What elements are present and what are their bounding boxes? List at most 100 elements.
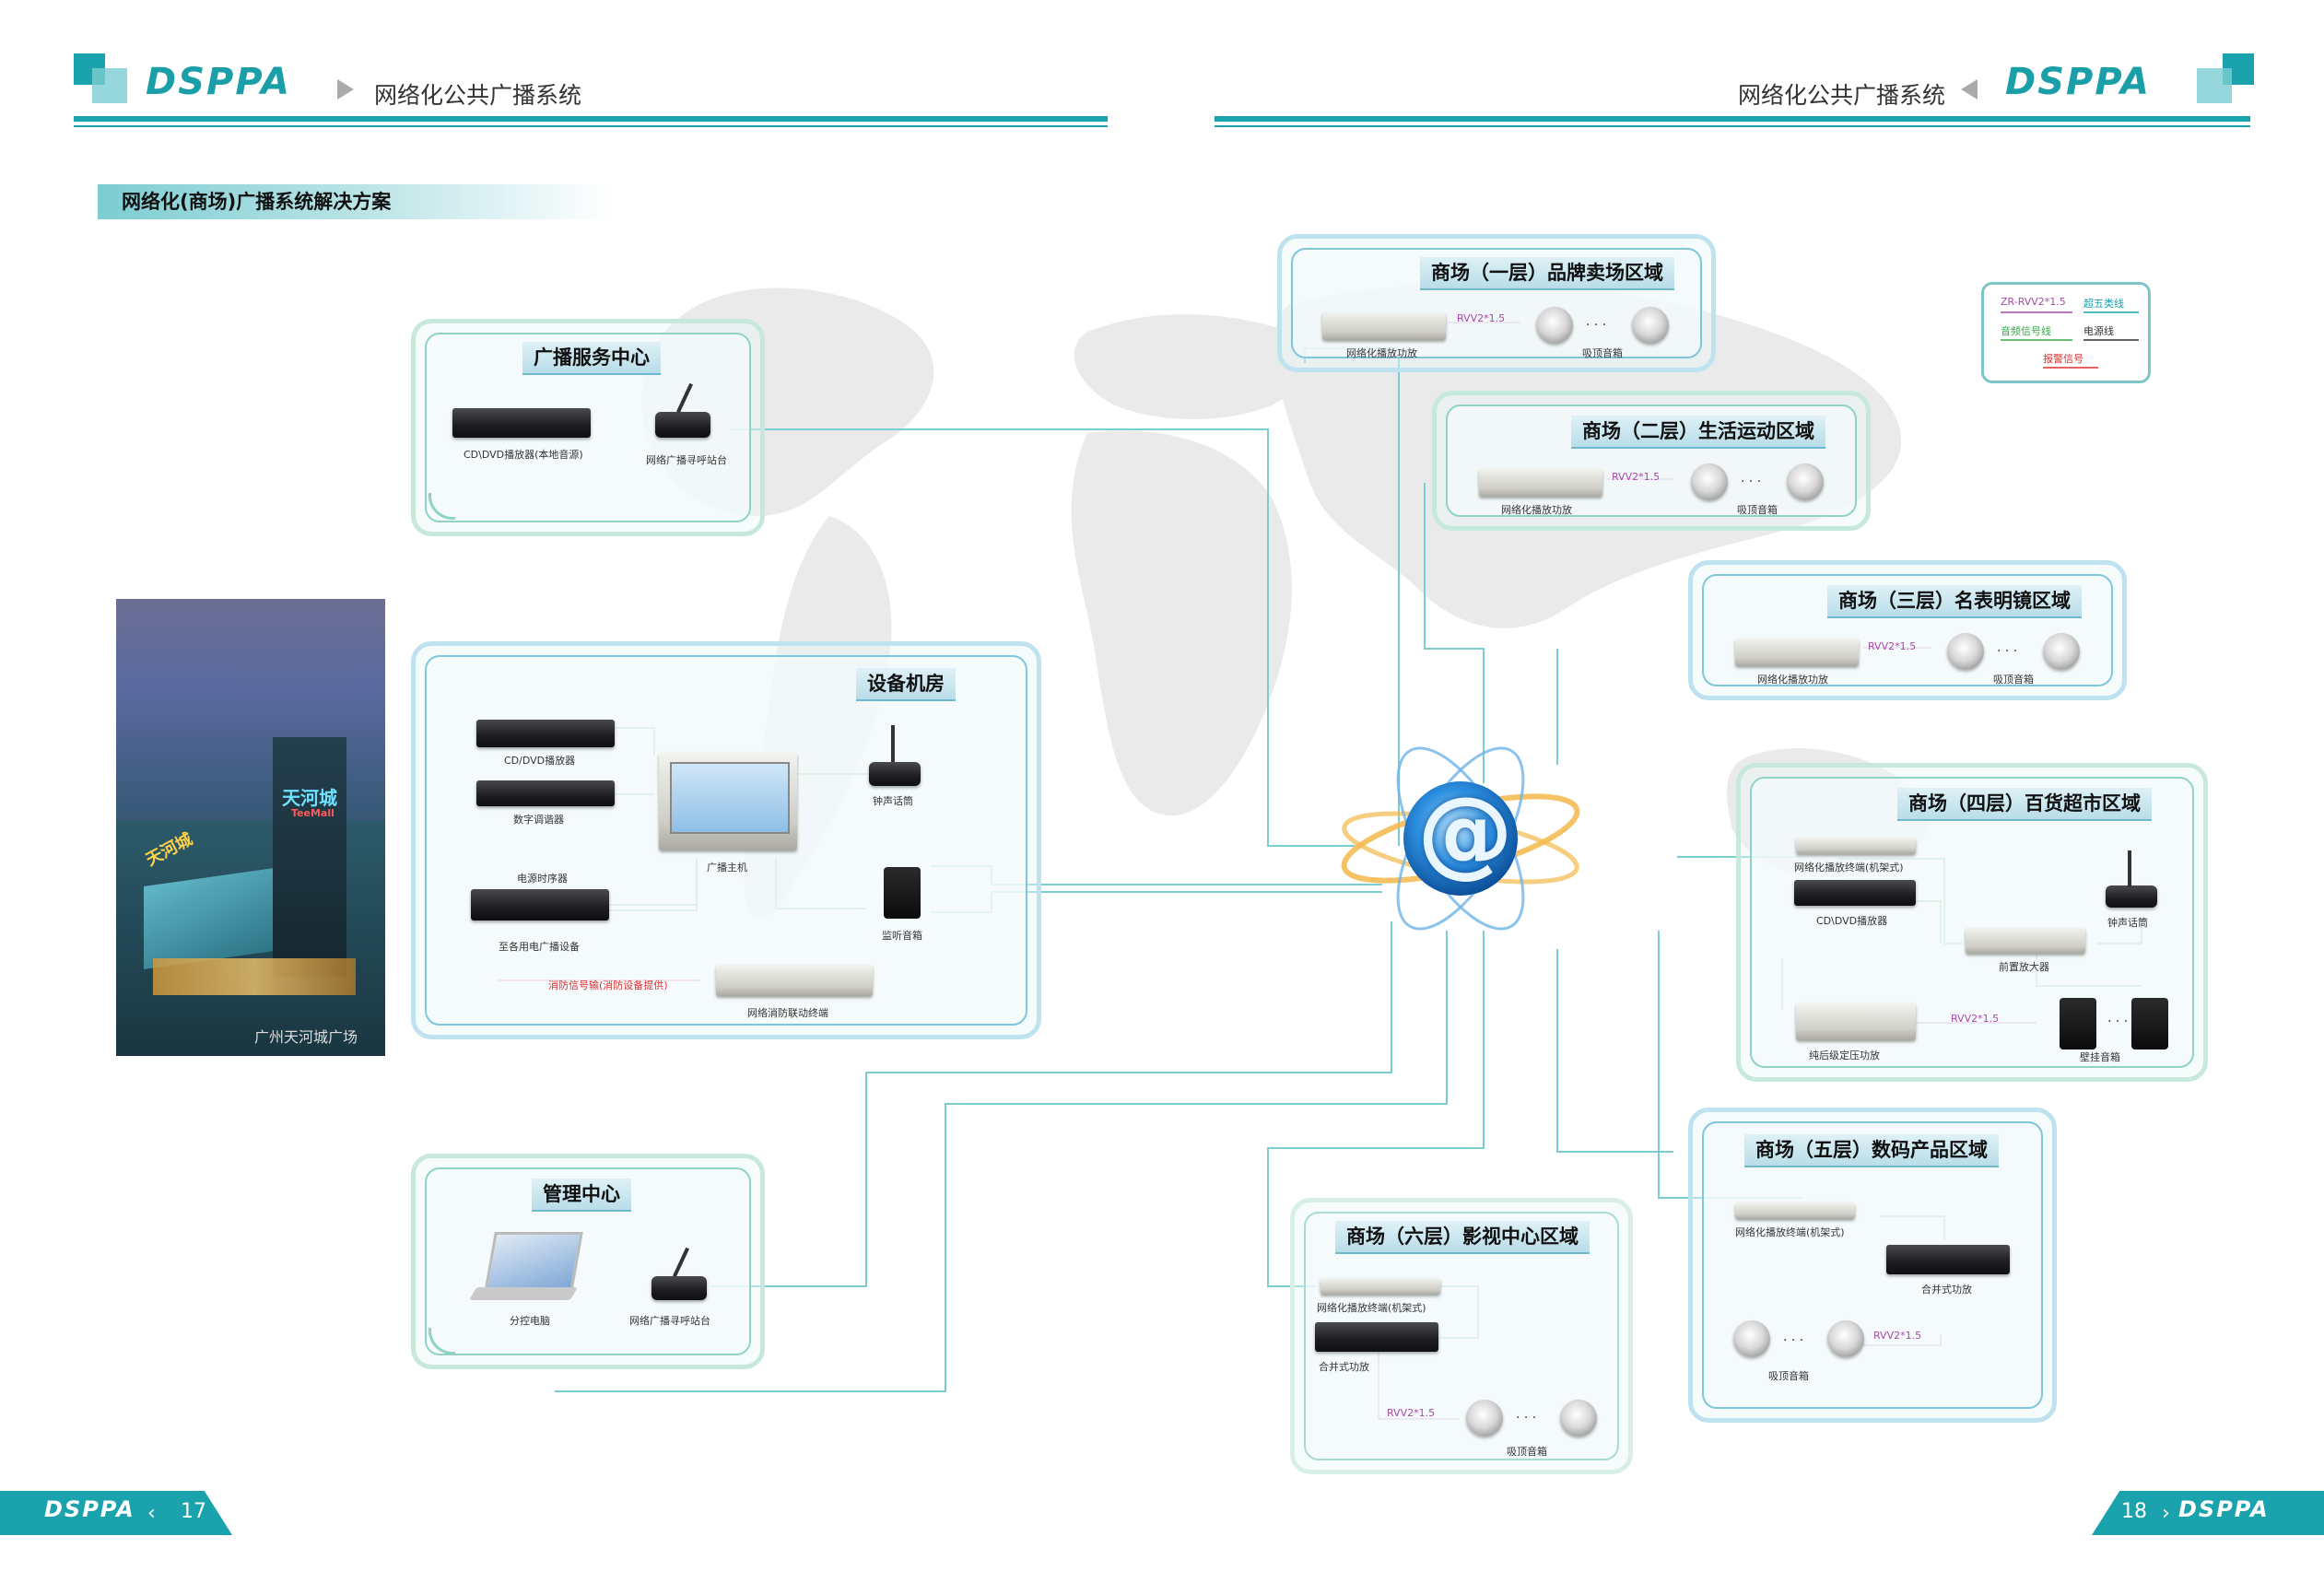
floor2-amp-label: 网络化播放功放 [1501,504,1572,516]
floor2-amp-device [1479,469,1602,497]
right-footer-brand: DSPPA [2178,1496,2270,1522]
floor2-cable-label: RVV2*1.5 [1612,471,1661,483]
floor1-speaker-b [1632,307,1669,344]
legend-cat5: 超五类线 [2083,298,2124,310]
floor4-terminal-device [1796,838,1916,854]
left-header-rule-thin [74,125,1108,127]
broadcast-service-center-title: 广播服务中心 [522,342,661,375]
floor1-title: 商场（一层）品牌卖场区域 [1420,257,1674,290]
to-devices-label: 至各用电广播设备 [499,941,580,953]
legend-lines [2001,311,2139,369]
center-at-symbol: @ [1417,776,1513,888]
paging-station-label: 网络广播寻呼站台 [646,454,727,466]
floor3-speaker-b [2043,633,2080,670]
solution-title: 网络化(商场)广播系统解决方案 [98,184,614,219]
floor6-cable-label: RVV2*1.5 [1387,1407,1436,1419]
floor5-panel: 商场（五层）数码产品区域 网络化播放终端(机架式) 合并式功放 · · · RV… [1688,1108,2057,1423]
floor3-panel: 商场（三层）名表明镜区域 网络化播放功放 RVV2*1.5 · · · 吸顶音箱 [1688,560,2127,700]
floor4-dots: · · · [2107,1014,2129,1029]
mgmt-paging-station-label: 网络广播寻呼站台 [629,1315,710,1327]
floor3-title: 商场（三层）名表明镜区域 [1827,585,2082,618]
right-page-number: 18 [2121,1500,2147,1523]
floor2-panel: 商场（二层）生活运动区域 网络化播放功放 RVV2*1.5 · · · 吸顶音箱 [1432,391,1871,531]
monitor-speaker-device [884,867,921,919]
legend-rvv: ZR-RVV2*1.5 [2001,296,2066,308]
floor6-speaker-label: 吸顶音箱 [1507,1446,1547,1458]
floor6-terminal-device [1320,1278,1440,1295]
floor5-dots: · · · [1783,1333,1804,1348]
floor6-speaker-b [1560,1400,1597,1436]
legend-alarm: 报警信号 [2043,353,2083,365]
header-logo-square-light [92,68,127,103]
er-cd-dvd-device [476,720,615,747]
floor4-title: 商场（四层）百货超市区域 [1897,788,2152,821]
floor1-amp-device [1322,312,1446,340]
floor4-speaker-label: 壁挂音箱 [2080,1051,2120,1063]
legend-audio: 音频信号线 [2001,325,2051,337]
floor2-speaker-b [1787,463,1824,500]
left-header-rule [74,116,1108,122]
floor1-speaker-label: 吸顶音箱 [1582,347,1623,359]
right-header-rule-thin [1215,125,2250,127]
floor3-speaker-label: 吸顶音箱 [1993,674,2034,686]
floor4-mic-label: 钟声话筒 [2107,917,2148,929]
floor4-wall-speaker-b [2131,998,2168,1049]
left-footer-chevron-icon: ‹ [147,1502,156,1525]
floor1-speaker-a [1536,307,1573,344]
floor3-amp-label: 网络化播放功放 [1757,674,1828,686]
floor6-terminal-label: 网络化播放终端(机架式) [1317,1302,1426,1314]
network-center-at-icon [1341,746,1580,931]
floor5-cable-label: RVV2*1.5 [1873,1330,1922,1342]
chime-mic-stem-icon [891,725,895,762]
left-arrow-icon [337,79,354,100]
mall-photo: 天河城 TeeMall 天河城 广州天河城广场 [116,599,385,1056]
digital-tuner-device [476,780,615,806]
right-footer-tab [2092,1491,2324,1535]
floor6-amp-device [1315,1322,1438,1352]
floor4-mic-device [2106,885,2157,908]
floor2-title: 商场（二层）生活运动区域 [1571,416,1825,449]
mall-sign-en: TeeMall [291,807,335,819]
power-sequencer-label: 电源时序器 [517,873,568,885]
paging-station-device [655,412,710,438]
photo-caption: 广州天河城广场 [254,1028,358,1046]
equipment-room-title: 设备机房 [856,668,956,701]
chime-mic-device [869,762,921,786]
floor5-amp-device [1886,1245,2010,1274]
floor3-cable-label: RVV2*1.5 [1868,640,1917,652]
right-footer-chevron-icon: › [2162,1502,2170,1525]
floor4-terminal-label: 网络化播放终端(机架式) [1794,862,1904,874]
broadcast-host-label: 广播主机 [707,862,747,874]
floor4-wall-speaker-a [2060,998,2096,1049]
floor6-panel: 商场（六层）影视中心区域 网络化播放终端(机架式) 合并式功放 RVV2*1.5… [1290,1198,1633,1474]
right-header-rule [1215,116,2250,122]
header-logo-square-right-light [2197,68,2232,103]
floor4-preamp-device [1966,928,2085,954]
cd-dvd-player-label: CD\DVD播放器(本地音源) [464,449,583,461]
floor5-amp-label: 合并式功放 [1921,1284,1972,1296]
right-brand-logo: DSPPA [2005,61,2151,103]
legend-power: 电源线 [2083,325,2114,337]
floor5-speaker-label: 吸顶音箱 [1768,1370,1809,1382]
floor6-dots: · · · [1516,1411,1537,1425]
legend-box: ZR-RVV2*1.5 超五类线 音频信号线 电源线 报警信号 [1981,282,2151,383]
floor4-cable-label: RVV2*1.5 [1951,1013,2000,1025]
floor3-amp-device [1735,639,1859,666]
right-arrow-icon [1961,79,1978,100]
floor3-dots: · · · [1997,644,2018,659]
floor1-amp-label: 网络化播放功放 [1346,347,1417,359]
mgmt-paging-station-device [651,1276,707,1300]
management-center-title: 管理中心 [532,1178,631,1212]
monitor-speaker-label: 监听音箱 [882,930,922,942]
fire-signal-label: 消防信号输(消防设备提供) [548,979,668,991]
floor2-speaker-a [1691,463,1728,500]
mall-sign-text: 天河城 [282,787,337,809]
left-header-title: 网络化公共广播系统 [374,82,582,109]
floor1-panel: 商场（一层）品牌卖场区域 网络化播放功放 RVV2*1.5 · · · 吸顶音箱 [1277,234,1716,372]
left-footer-brand: DSPPA [44,1496,135,1522]
management-center-panel: 管理中心 分控电脑 网络广播寻呼站台 [411,1154,765,1369]
power-sequencer-device [471,889,609,920]
floor4-panel: 商场（四层）百货超市区域 网络化播放终端(机架式) CD\DVD播放器 钟声话筒… [1736,763,2208,1082]
floor5-speaker-b [1827,1320,1864,1357]
broadcast-host-device [659,753,797,850]
